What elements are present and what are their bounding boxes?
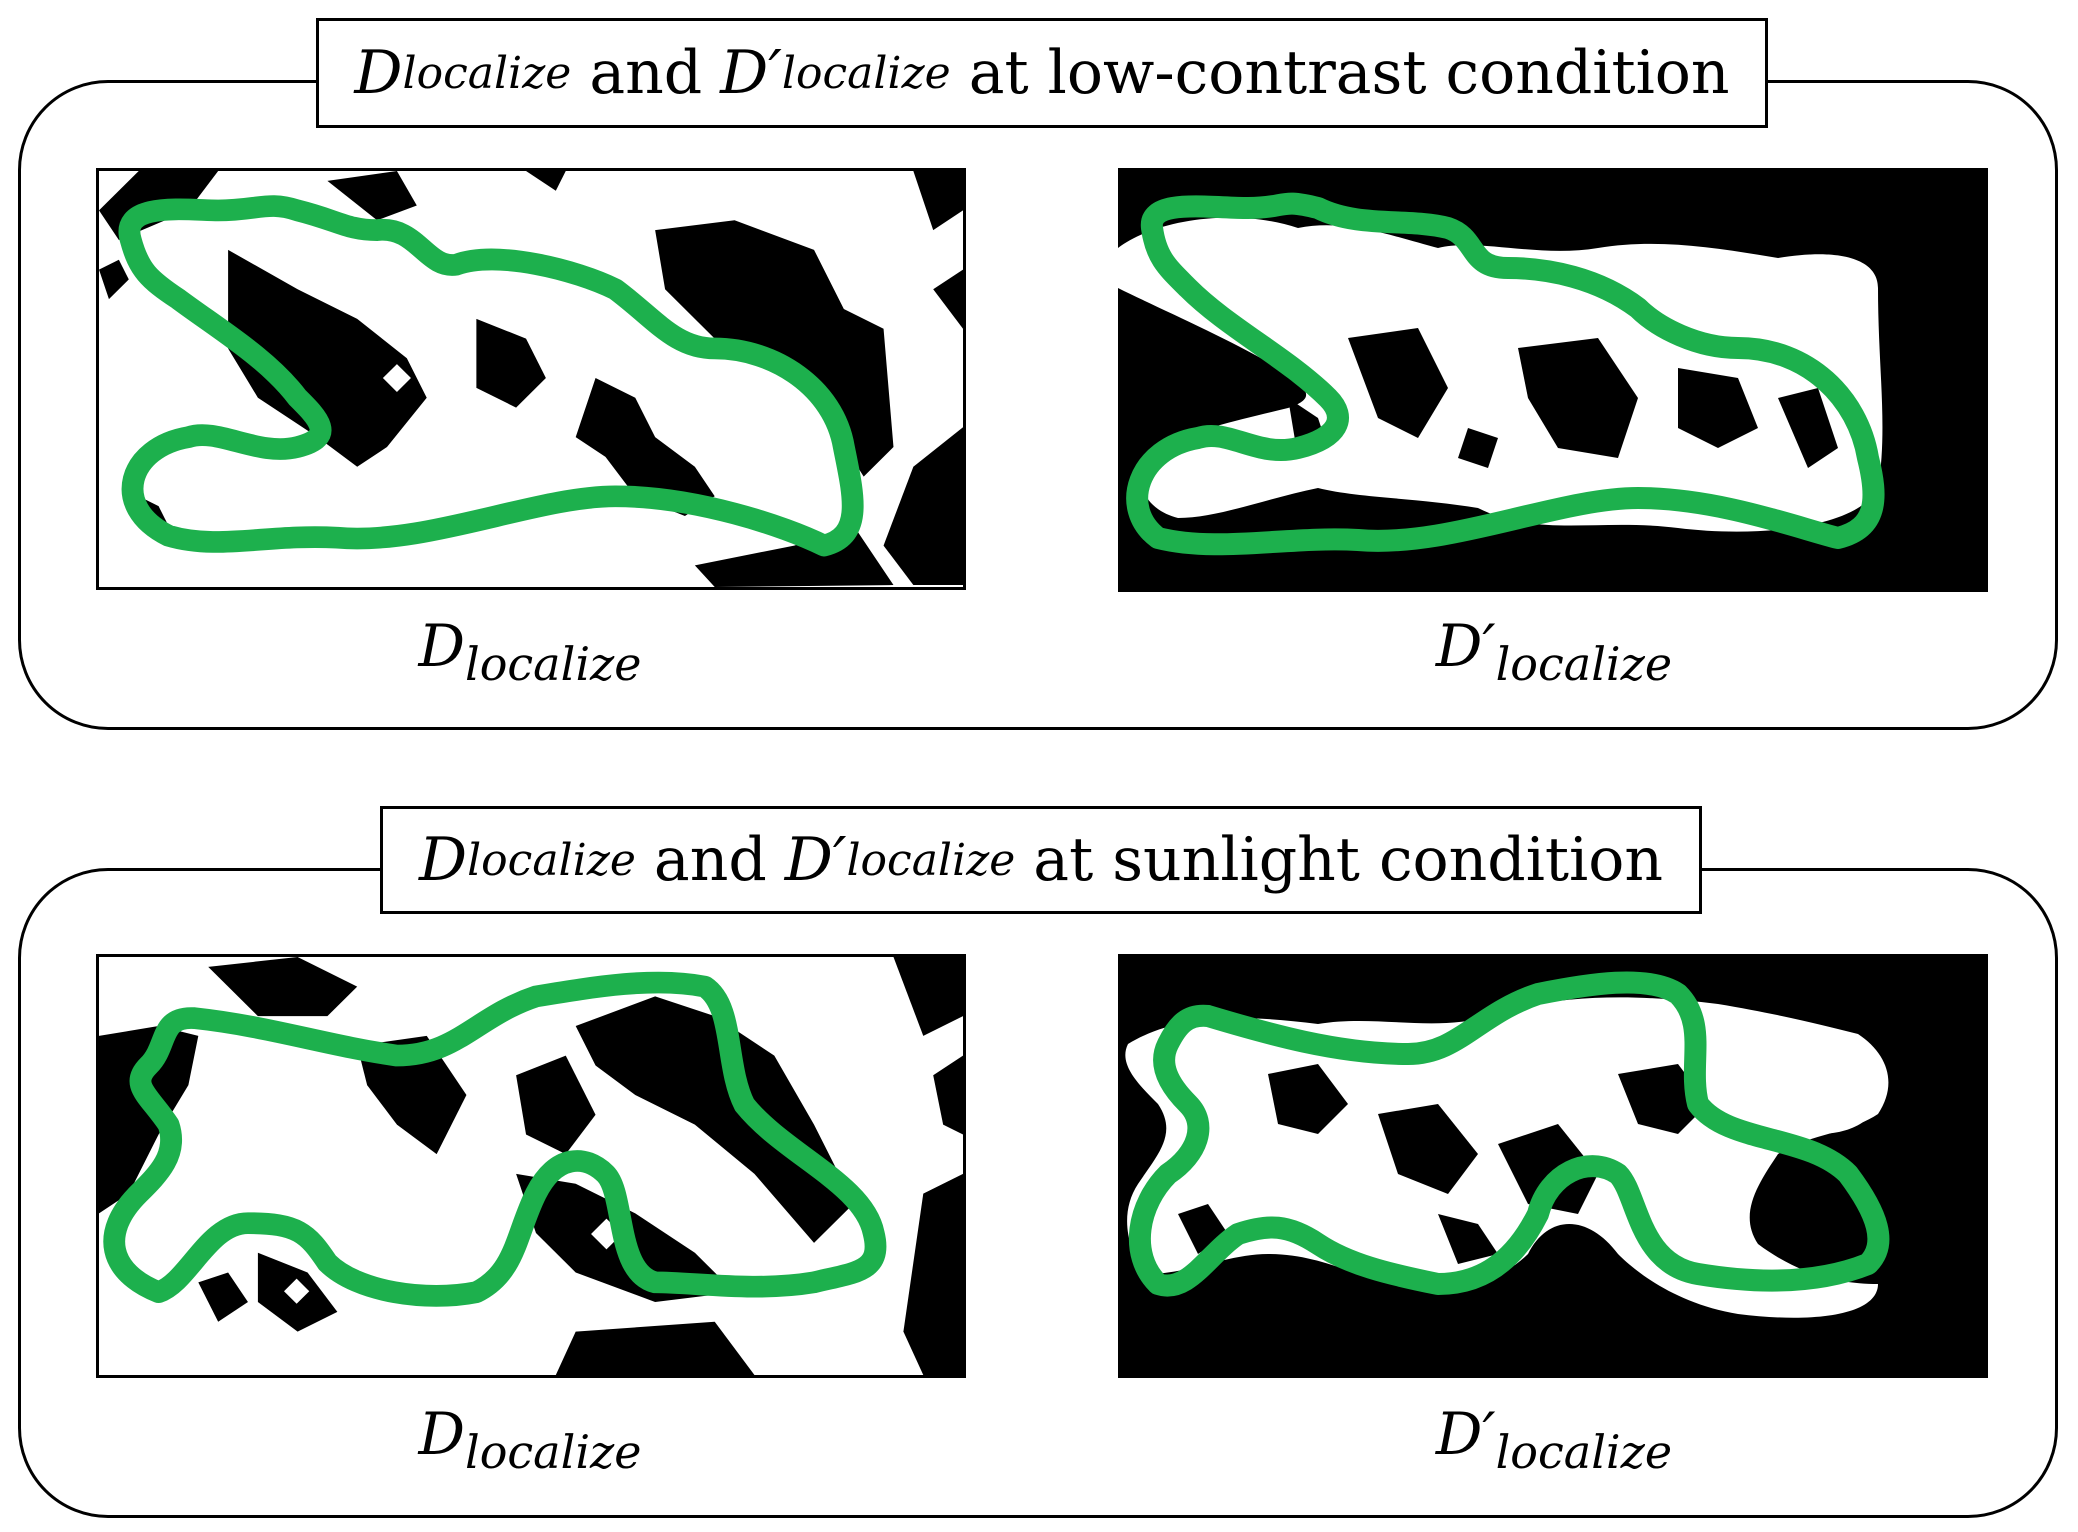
title-d-subscript: localize [402,47,572,99]
localization-outline [118,195,864,557]
mask-d-prime-localize-low-contrast [1118,168,1988,592]
title-d-symbol: D [354,38,403,108]
mask-d-localize-sunlight [96,954,966,1378]
caption-d-prime-localize-low-contrast: D′localize [1304,612,1804,691]
localization-outline [1126,192,1885,556]
caption-subscript: localize [465,1425,642,1479]
mask-d-prime-localize-sunlight [1118,954,1988,1378]
title-and: and [589,38,703,108]
mask-image [1118,192,1885,556]
title-d-subscript: localize [467,834,636,886]
title-dprime-symbol: D′ [784,825,847,895]
caption-subscript: localize [1495,637,1673,691]
title-dprime-subscript: localize [846,834,1016,886]
caption-d-localize-low-contrast: Dlocalize [280,612,780,691]
caption-d-prime-localize-sunlight: D′localize [1304,1400,1804,1479]
caption-symbol: D′ [1435,1400,1496,1468]
title-condition: at sunlight condition [1033,825,1663,895]
localization-outline [1128,971,1890,1297]
title-dprime-subscript: localize [781,47,951,99]
mask-d-localize-low-contrast [96,168,966,590]
title-and: and [653,825,767,895]
caption-symbol: D [418,612,466,680]
mask-image [1125,971,1890,1318]
title-dprime-symbol: D′ [720,38,782,108]
localization-outline [103,971,887,1307]
title-condition: at low-contrast condition [968,38,1730,108]
caption-d-localize-sunlight: Dlocalize [280,1400,780,1479]
caption-symbol: D′ [1435,612,1496,680]
mask-image [99,171,963,587]
caption-subscript: localize [1495,1425,1673,1479]
caption-subscript: localize [465,637,642,691]
title-d-symbol: D [419,825,468,895]
caption-symbol: D [418,1400,466,1468]
mask-image [99,957,963,1375]
